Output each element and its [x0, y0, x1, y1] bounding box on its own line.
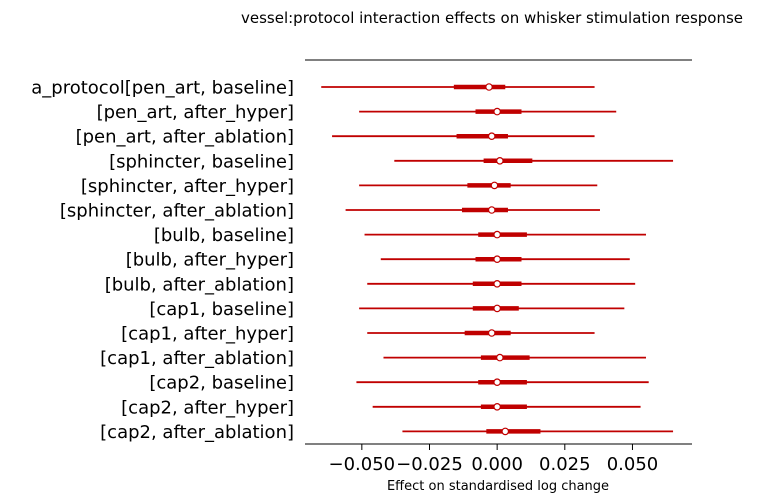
- row-label-4: [sphincter, after_hyper]: [81, 176, 294, 197]
- row-label-13: [cap2, after_hyper]: [121, 397, 294, 418]
- mean-point-2: [487, 132, 496, 141]
- mean-point-1: [493, 107, 501, 116]
- row-label-3: [sphincter, baseline]: [109, 151, 294, 172]
- x-tick-label-4: 0.050: [607, 454, 659, 475]
- x-tick-label-1: −0.025: [396, 454, 463, 475]
- row-label-10: [cap1, after_hyper]: [121, 324, 294, 345]
- row-label-14: [cap2, after_ablation]: [100, 422, 294, 443]
- row-label-5: [sphincter, after_ablation]: [60, 201, 294, 222]
- mean-point-7: [493, 255, 501, 264]
- mean-point-4: [490, 181, 499, 190]
- mean-point-12: [493, 378, 501, 387]
- mean-point-0: [485, 83, 493, 91]
- row-label-1: [pen_art, after_hyper]: [97, 102, 294, 123]
- mean-point-14: [501, 427, 510, 436]
- x-axis-label: Effect on standardised log change: [387, 479, 609, 494]
- forest-rows: a_protocol[pen_art, baseline] [pen_art, a…: [31, 78, 674, 443]
- mean-point-13: [493, 402, 501, 411]
- x-tick-label-3: 0.025: [539, 454, 591, 475]
- mean-point-8: [493, 279, 501, 288]
- mean-point-9: [493, 304, 501, 313]
- row-label-9: [cap1, baseline]: [149, 299, 294, 320]
- x-tick-label-2: 0.000: [471, 454, 523, 475]
- row-label-12: [cap2, baseline]: [149, 373, 294, 394]
- mean-point-3: [496, 157, 504, 165]
- mean-point-6: [493, 230, 501, 239]
- x-axis: −0.050 −0.025 0.000 0.025 0.050: [329, 444, 659, 475]
- mean-point-5: [487, 206, 496, 214]
- row-label-6: [bulb, baseline]: [154, 225, 294, 246]
- row-label-7: [bulb, after_hyper]: [126, 250, 294, 271]
- mean-point-11: [496, 353, 504, 362]
- mean-point-10: [487, 329, 496, 337]
- row-label-11: [cap1, after_ablation]: [100, 348, 294, 369]
- x-tick-label-0: −0.050: [329, 454, 396, 475]
- chart-title: vessel:protocol interaction effects on w…: [241, 9, 743, 27]
- row-label-2: [pen_art, after_ablation]: [76, 127, 294, 148]
- row-label-0: a_protocol[pen_art, baseline]: [31, 78, 294, 99]
- row-label-8: [bulb, after_ablation]: [105, 274, 294, 295]
